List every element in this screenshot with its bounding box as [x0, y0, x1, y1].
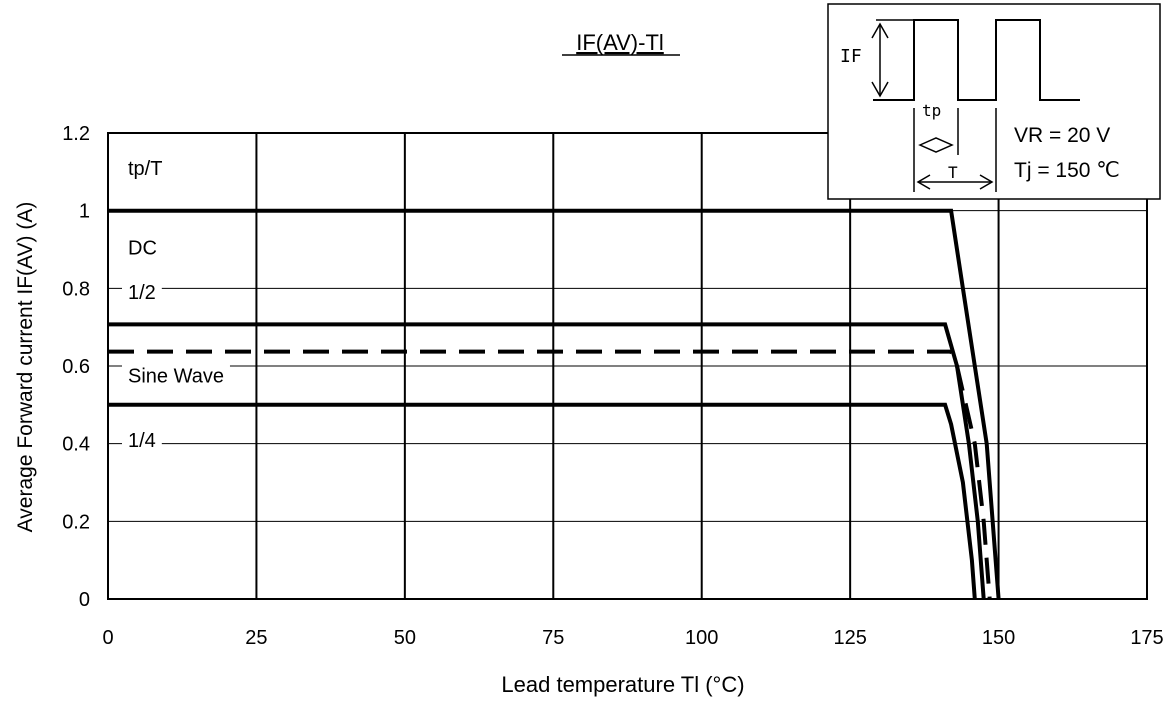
- if-arrow-head-down: [871, 81, 889, 98]
- tp-arrow: [918, 137, 954, 153]
- x-tick-label: 175: [1130, 627, 1163, 649]
- y-tick-label: 0.2: [62, 511, 90, 533]
- grid: [107, 132, 1148, 600]
- series-line-dc: [108, 208, 1001, 600]
- x-tick-label: 50: [394, 627, 416, 649]
- x-tick-label: 125: [833, 627, 866, 649]
- x-tick-label: 25: [245, 627, 267, 649]
- series-group: [108, 208, 1001, 600]
- y-axis-label: Average Forward current IF(AV) (A): [14, 202, 37, 533]
- inset-box: [827, 3, 1161, 200]
- t-arrow-head-left: [916, 174, 931, 190]
- y-tick-label: 0: [79, 589, 90, 611]
- y-tick-label: 1.2: [62, 123, 90, 145]
- series-label-bg: [122, 363, 230, 390]
- series-label-sine-wave: Sine Wave: [128, 366, 224, 388]
- x-tick-label: 75: [542, 627, 564, 649]
- series-line-1-4: [108, 402, 977, 600]
- y-tick-label: 0.4: [62, 434, 90, 456]
- vr-condition: VR = 20 V: [1014, 124, 1110, 147]
- series-label-bg: [122, 280, 162, 307]
- series-line-1-2: [108, 322, 986, 600]
- x-tick-label: 100: [685, 627, 718, 649]
- pulse-waveform: [873, 19, 1080, 101]
- tp-label: tp: [922, 101, 941, 120]
- if-arrow-head-up: [871, 22, 889, 39]
- series-label-1-2: 1/2: [128, 282, 156, 304]
- y-tick-label: 0.6: [62, 356, 90, 378]
- series-label-dc: DC: [128, 238, 157, 260]
- legend-title: tp/T: [128, 158, 162, 180]
- tj-condition: Tj = 150 ℃: [1014, 159, 1120, 182]
- y-tick-label: 0.8: [62, 278, 90, 300]
- waveform-inset: IF tp T VR = 20 V Tj = 150 ℃: [827, 3, 1161, 200]
- series-label-1-4: 1/4: [128, 430, 156, 452]
- plot-frame: [107, 132, 1148, 600]
- y-tick-label: 1: [79, 201, 90, 223]
- tick-labels: 0 25 50 75 100 125 150 175 0 0.2 0.4 0.6 0.8 1 1.2: [62, 123, 1164, 649]
- series-label-bg: [122, 235, 163, 262]
- t-label: T: [948, 163, 958, 182]
- x-tick-label: 150: [982, 627, 1015, 649]
- series-labels: tp/T DC 1/2 Sine Wave 1/4: [122, 158, 230, 454]
- t-arrow-head-right: [979, 174, 994, 190]
- series-label-bg: [122, 427, 162, 454]
- x-axis-label: Lead temperature Tl (°C): [501, 672, 744, 697]
- series-line-sine-wave: [108, 349, 992, 600]
- x-tick-label: 0: [102, 627, 113, 649]
- if-label: IF: [840, 46, 862, 67]
- chart-title: IF(AV)-Tl: [576, 30, 664, 55]
